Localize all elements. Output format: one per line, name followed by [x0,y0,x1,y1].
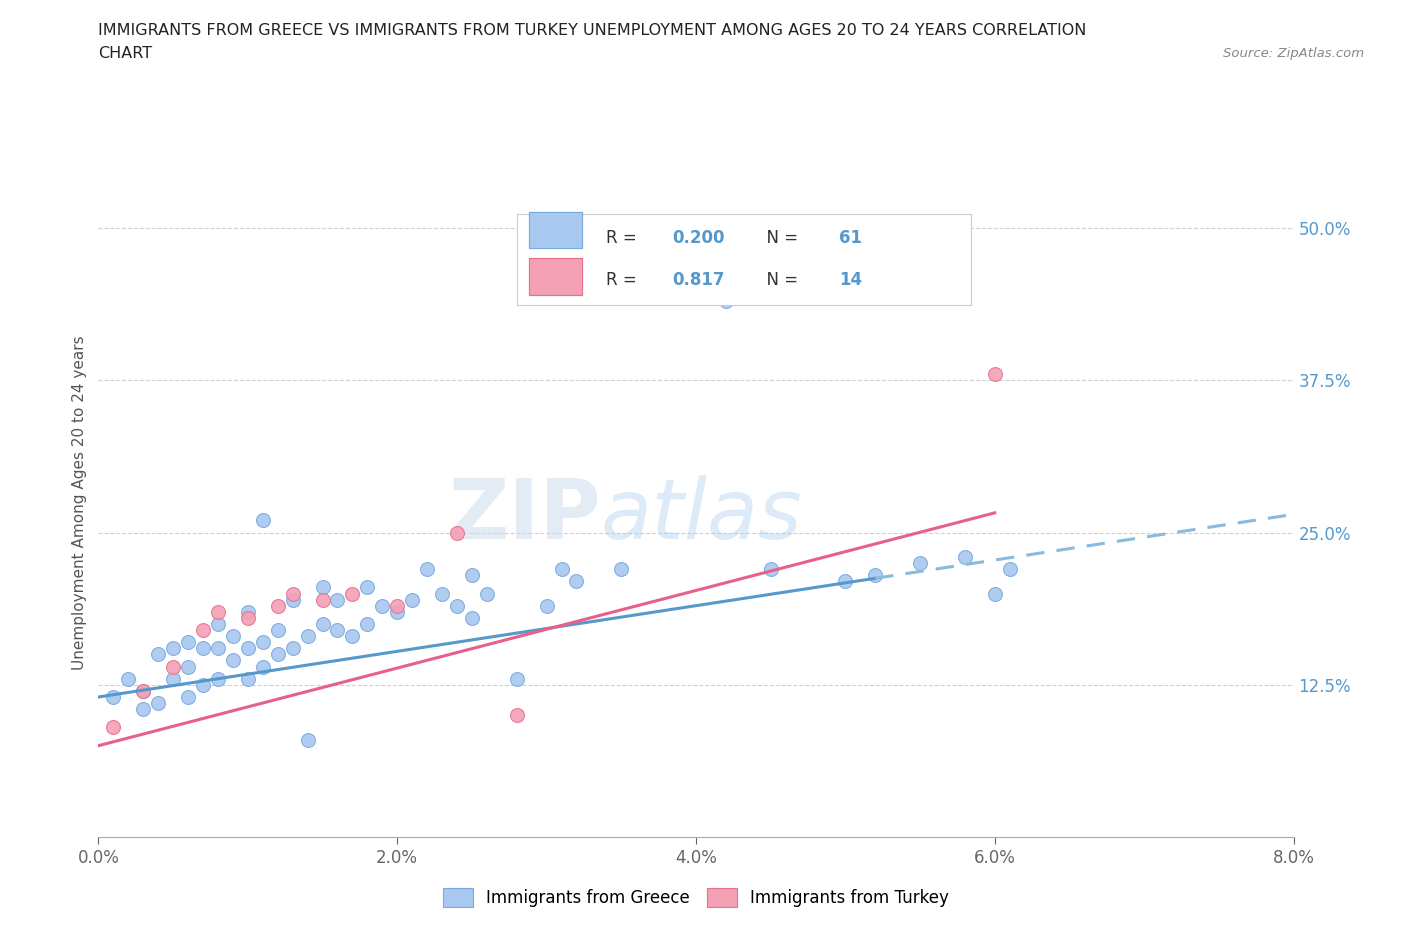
Point [342,586,364,601]
Point [655,282,678,297]
Text: N =: N = [756,271,803,289]
Point [311,617,333,631]
Point [430,586,453,601]
Point [236,671,259,686]
Point [222,653,245,668]
Point [506,708,529,723]
Point [103,689,125,704]
Point [714,294,737,309]
Point [356,580,378,595]
Point [281,592,304,607]
Point [191,641,214,656]
Point [461,610,484,625]
Point [117,671,139,686]
Point [311,592,333,607]
Point [148,647,170,662]
Point [281,641,304,656]
Point [297,732,319,747]
Point [252,659,274,674]
FancyBboxPatch shape [529,212,582,247]
Point [207,617,229,631]
Point [191,677,214,692]
Text: 0.817: 0.817 [672,271,724,289]
Point [162,641,184,656]
Point [326,592,349,607]
Point [252,635,274,650]
Point [236,610,259,625]
Point [236,641,259,656]
FancyBboxPatch shape [529,259,582,295]
Text: N =: N = [756,229,803,246]
Text: ZIP: ZIP [449,475,600,556]
Legend: Immigrants from Greece, Immigrants from Turkey: Immigrants from Greece, Immigrants from … [434,880,957,916]
Point [311,580,333,595]
Point [550,562,572,577]
Point [385,604,409,619]
Point [267,647,290,662]
Point [371,598,394,613]
Point [908,555,931,570]
Point [207,604,229,619]
Point [863,568,886,583]
Text: R =: R = [606,229,643,246]
Point [834,574,856,589]
Text: 0.200: 0.200 [672,229,724,246]
Point [162,659,184,674]
Point [222,629,245,644]
Point [177,659,200,674]
Text: CHART: CHART [98,46,152,61]
Text: Source: ZipAtlas.com: Source: ZipAtlas.com [1223,46,1364,60]
Text: atlas: atlas [600,475,801,556]
Point [281,586,304,601]
Point [132,684,155,698]
Point [132,702,155,717]
Point [162,671,184,686]
Text: IMMIGRANTS FROM GREECE VS IMMIGRANTS FROM TURKEY UNEMPLOYMENT AMONG AGES 20 TO 2: IMMIGRANTS FROM GREECE VS IMMIGRANTS FRO… [98,23,1087,38]
Point [297,629,319,644]
Point [148,696,170,711]
Point [685,251,707,266]
Point [267,622,290,637]
Point [446,598,468,613]
Y-axis label: Unemployment Among Ages 20 to 24 years: Unemployment Among Ages 20 to 24 years [72,335,87,670]
Point [610,562,633,577]
Point [565,574,588,589]
Point [998,562,1021,577]
FancyBboxPatch shape [517,214,970,305]
Point [177,635,200,650]
Point [401,592,423,607]
Point [536,598,558,613]
Point [103,720,125,735]
Point [132,684,155,698]
Point [475,586,498,601]
Point [461,568,484,583]
Point [416,562,439,577]
Point [759,562,782,577]
Point [191,622,214,637]
Point [267,598,290,613]
Point [385,598,409,613]
Point [236,604,259,619]
Point [326,622,349,637]
Point [207,671,229,686]
Point [446,525,468,540]
Point [356,617,378,631]
Point [983,367,1005,382]
Point [983,586,1005,601]
Point [207,641,229,656]
Point [953,550,976,565]
Text: 14: 14 [839,271,862,289]
Point [177,689,200,704]
Point [506,671,529,686]
Text: 61: 61 [839,229,862,246]
Text: R =: R = [606,271,648,289]
Point [342,629,364,644]
Point [252,513,274,528]
